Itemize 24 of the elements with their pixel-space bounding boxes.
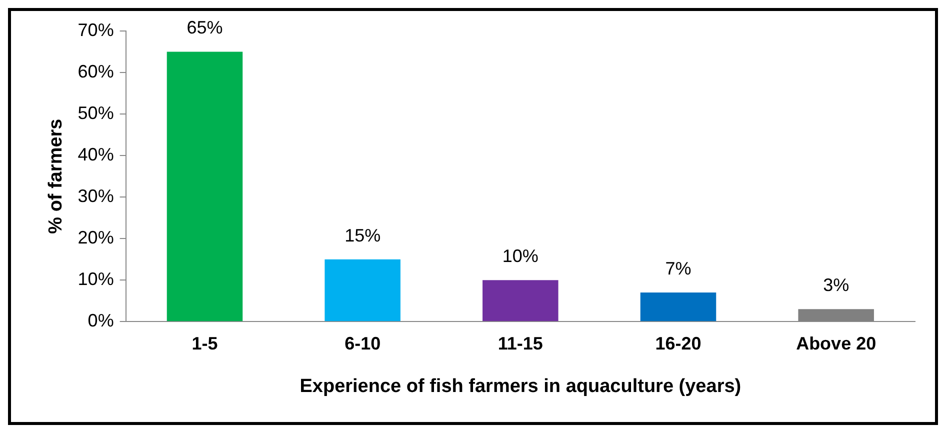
y-tick-label: 40% — [78, 144, 114, 165]
y-tick-label: 60% — [78, 61, 114, 82]
bar — [324, 259, 400, 322]
data-label: 3% — [823, 275, 850, 296]
y-tick-label: 10% — [78, 269, 114, 290]
y-tick-label: 30% — [78, 186, 114, 206]
data-label: 15% — [344, 225, 381, 246]
y-tick-label: 50% — [78, 102, 114, 123]
x-tick-label: Above 20 — [796, 333, 876, 354]
y-tick-label: 70% — [78, 20, 114, 40]
bar — [640, 292, 716, 322]
y-tick-label: 20% — [78, 228, 114, 248]
data-label: 7% — [665, 258, 692, 279]
data-label: 10% — [502, 246, 538, 266]
y-tick-label: 0% — [88, 310, 114, 331]
bar — [166, 52, 243, 322]
bar — [482, 280, 558, 322]
y-axis-title: % of farmers — [46, 118, 67, 234]
x-tick-label: 16-20 — [655, 333, 702, 354]
x-axis-title: Experience of fish farmers in aquaculture (years) — [300, 376, 742, 397]
data-label: 65% — [186, 18, 223, 38]
x-tick-label: 6-10 — [344, 333, 381, 354]
x-tick-label: 1-5 — [192, 333, 218, 354]
x-tick-label: 11-15 — [498, 333, 543, 354]
